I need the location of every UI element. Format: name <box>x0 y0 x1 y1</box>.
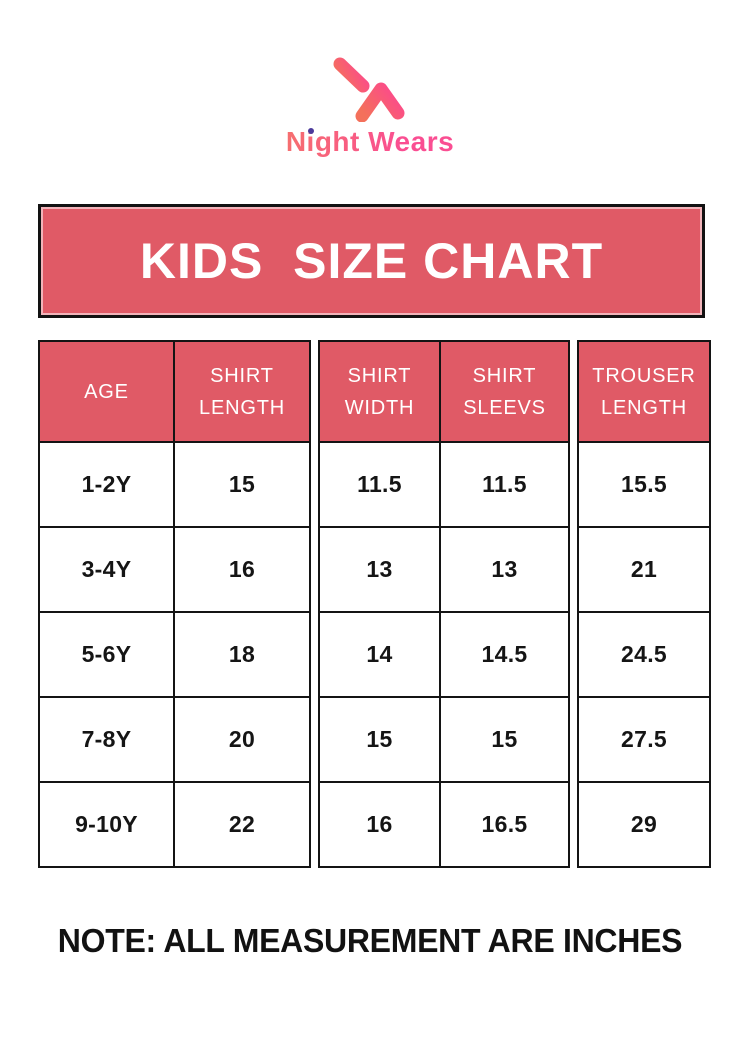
table-row: 15.5 <box>577 441 711 528</box>
age-cell: 9-10Y <box>38 781 175 868</box>
size-cell: 14.5 <box>439 611 570 698</box>
table-row: 15 15 <box>318 696 570 783</box>
header-trouser-length: TROUSER LENGTH <box>577 340 711 443</box>
size-cell: 16 <box>318 781 441 868</box>
table-row: 5-6Y 18 <box>38 611 311 698</box>
size-cell: 15.5 <box>577 441 711 528</box>
table-row: 24.5 <box>577 611 711 698</box>
size-cell: 11.5 <box>439 441 570 528</box>
table-group-trouser: TROUSER LENGTH 15.5 21 24.5 27.5 29 <box>577 340 711 868</box>
size-chart-banner: KIDS SIZE CHART <box>38 204 705 318</box>
table-row: 14 14.5 <box>318 611 570 698</box>
table-row: 7-8Y 20 <box>38 696 311 783</box>
size-cell: 18 <box>173 611 311 698</box>
size-cell: 13 <box>318 526 441 613</box>
brand-i-dot <box>307 128 314 134</box>
size-cell: 11.5 <box>318 441 441 528</box>
header-age: AGE <box>38 340 175 443</box>
brand-wrap: Night Wears <box>286 126 454 158</box>
table-row: 9-10Y 22 <box>38 781 311 868</box>
header-shirt-sleeves: SHIRT SLEEVS <box>439 340 570 443</box>
size-cell: 21 <box>577 526 711 613</box>
size-cell: 20 <box>173 696 311 783</box>
size-cell: 13 <box>439 526 570 613</box>
table-row: 11.5 11.5 <box>318 441 570 528</box>
age-cell: 1-2Y <box>38 441 175 528</box>
size-cell: 15 <box>318 696 441 783</box>
logo-section: Night Wears <box>0 0 740 158</box>
table-row: 13 13 <box>318 526 570 613</box>
age-cell: 5-6Y <box>38 611 175 698</box>
header-shirt-length: SHIRT LENGTH <box>173 340 311 443</box>
table-row: 29 <box>577 781 711 868</box>
size-cell: 24.5 <box>577 611 711 698</box>
size-cell: 16 <box>173 526 311 613</box>
table-group-age-length: AGE SHIRT LENGTH 1-2Y 15 3-4Y 16 5-6Y 18… <box>38 340 311 868</box>
table-header-row: TROUSER LENGTH <box>577 340 711 443</box>
size-cell: 27.5 <box>577 696 711 783</box>
table-group-width-sleeves: SHIRT WIDTH SHIRT SLEEVS 11.5 11.5 13 13… <box>318 340 570 868</box>
table-header-row: SHIRT WIDTH SHIRT SLEEVS <box>318 340 570 443</box>
measurement-note: NOTE: ALL MEASUREMENT ARE INCHES <box>57 922 683 959</box>
nw-monogram-icon <box>333 57 407 122</box>
table-header-row: AGE SHIRT LENGTH <box>38 340 311 443</box>
size-cell: 22 <box>173 781 311 868</box>
page-title: KIDS SIZE CHART <box>139 233 604 289</box>
age-cell: 3-4Y <box>38 526 175 613</box>
header-shirt-width: SHIRT WIDTH <box>318 340 441 443</box>
table-row: 27.5 <box>577 696 711 783</box>
table-row: 3-4Y 16 <box>38 526 311 613</box>
size-cell: 14 <box>318 611 441 698</box>
size-cell: 29 <box>577 781 711 868</box>
size-cell: 16.5 <box>439 781 570 868</box>
age-cell: 7-8Y <box>38 696 175 783</box>
table-row: 21 <box>577 526 711 613</box>
size-table: AGE SHIRT LENGTH 1-2Y 15 3-4Y 16 5-6Y 18… <box>38 340 711 868</box>
table-row: 1-2Y 15 <box>38 441 311 528</box>
size-cell: 15 <box>173 441 311 528</box>
table-row: 16 16.5 <box>318 781 570 868</box>
size-cell: 15 <box>439 696 570 783</box>
